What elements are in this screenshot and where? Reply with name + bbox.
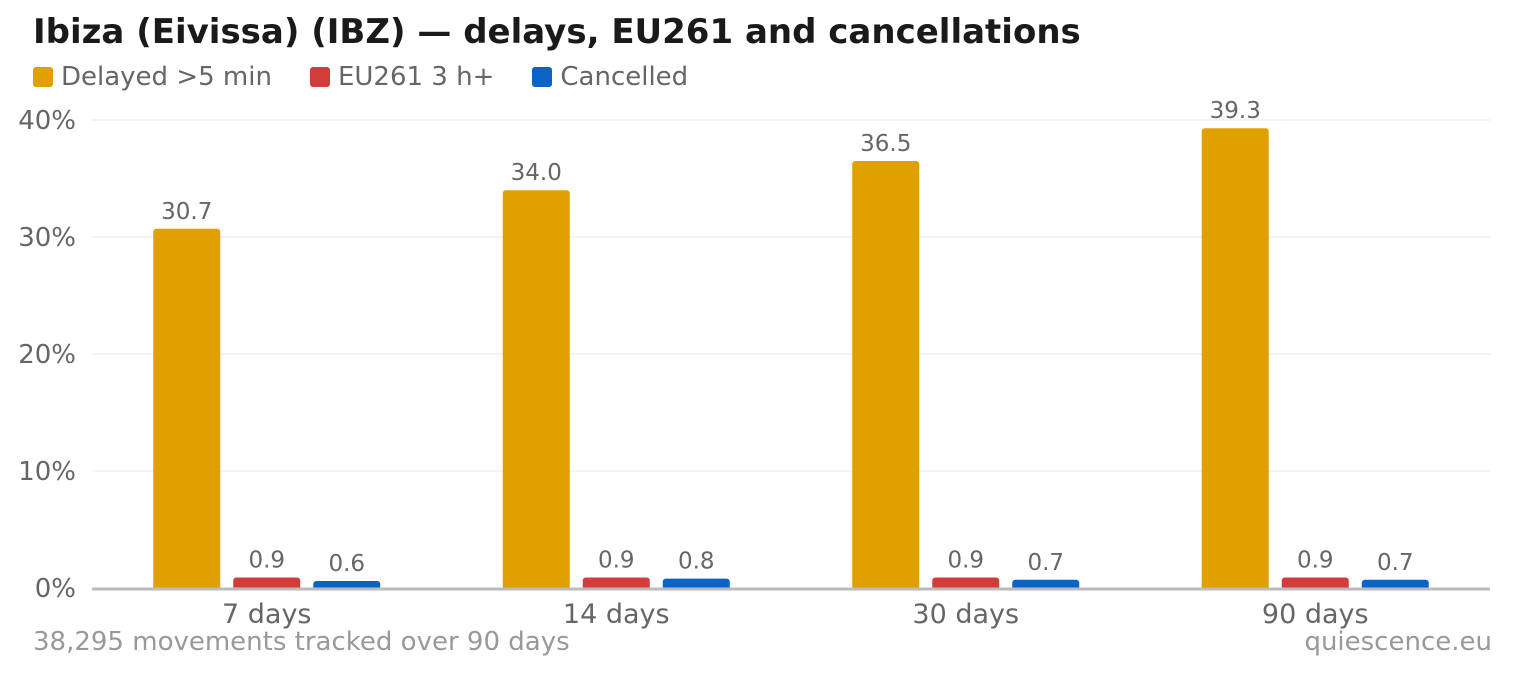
data-label: 34.0 <box>511 160 562 186</box>
legend-swatch-delayed <box>33 67 53 87</box>
y-tick-label: 0% <box>35 574 76 604</box>
bar-delayed <box>852 160 920 590</box>
bars <box>153 128 1429 590</box>
data-label: 0.8 <box>678 549 715 575</box>
legend-item-eu261[interactable]: EU261 3 h+ <box>309 62 495 92</box>
legend-label-cancelled: Cancelled <box>560 62 689 92</box>
x-tick-label: 30 days <box>912 599 1019 630</box>
legend: Delayed >5 min EU261 3 h+ Cancelled <box>33 60 726 94</box>
data-label: 0.9 <box>248 547 285 573</box>
legend-label-delayed: Delayed >5 min <box>61 62 272 92</box>
bar-delayed <box>1201 128 1269 590</box>
data-label: 0.6 <box>328 551 365 577</box>
bar-eu261 <box>233 577 301 590</box>
data-labels: 30.7 0.9 0.6 34.0 0.9 0.8 36.5 0.9 0.7 39.3 0.9 0.7 <box>161 98 1413 577</box>
legend-swatch-cancelled <box>532 67 553 87</box>
bar-eu261 <box>582 577 650 590</box>
y-tick-label: 10% <box>18 457 76 487</box>
legend-label-eu261: EU261 3 h+ <box>337 62 495 92</box>
data-label: 0.9 <box>598 547 635 573</box>
x-tick-label: 14 days <box>563 599 670 630</box>
data-label: 0.7 <box>1027 550 1064 576</box>
data-label: 39.3 <box>1210 98 1261 124</box>
bar-eu261 <box>932 577 1000 590</box>
y-tick-label: 30% <box>18 223 76 253</box>
data-label: 30.7 <box>161 199 212 225</box>
bar-cancelled <box>1361 579 1429 590</box>
axes: 0% 10% 20% 30% 40% 7 days 14 days 30 days 90 day… <box>18 106 1490 630</box>
bar-cancelled <box>662 578 730 590</box>
bar-delayed <box>153 228 221 590</box>
bar-eu261 <box>1281 577 1349 590</box>
data-label: 0.9 <box>947 547 984 573</box>
gridlines <box>92 119 1490 472</box>
y-tick-label: 20% <box>18 340 76 370</box>
y-tick-label: 40% <box>18 106 76 136</box>
data-label: 36.5 <box>860 131 911 157</box>
footer-source: quiescence.eu <box>1304 627 1492 657</box>
legend-item-cancelled[interactable]: Cancelled <box>532 62 688 92</box>
x-tick-label: 90 days <box>1262 599 1369 630</box>
legend-swatch-eu261 <box>309 67 330 87</box>
data-label: 0.7 <box>1377 550 1414 576</box>
legend-item-delayed[interactable]: Delayed >5 min <box>33 62 272 92</box>
x-tick-label: 7 days <box>222 599 312 630</box>
footer-note: 38,295 movements tracked over 90 days <box>33 627 570 657</box>
bar-cancelled <box>1012 579 1080 590</box>
bar-delayed <box>502 190 570 590</box>
data-label: 0.9 <box>1297 547 1334 573</box>
chart-title: Ibiza (Eivissa) (IBZ) — delays, EU261 an… <box>33 12 1081 52</box>
